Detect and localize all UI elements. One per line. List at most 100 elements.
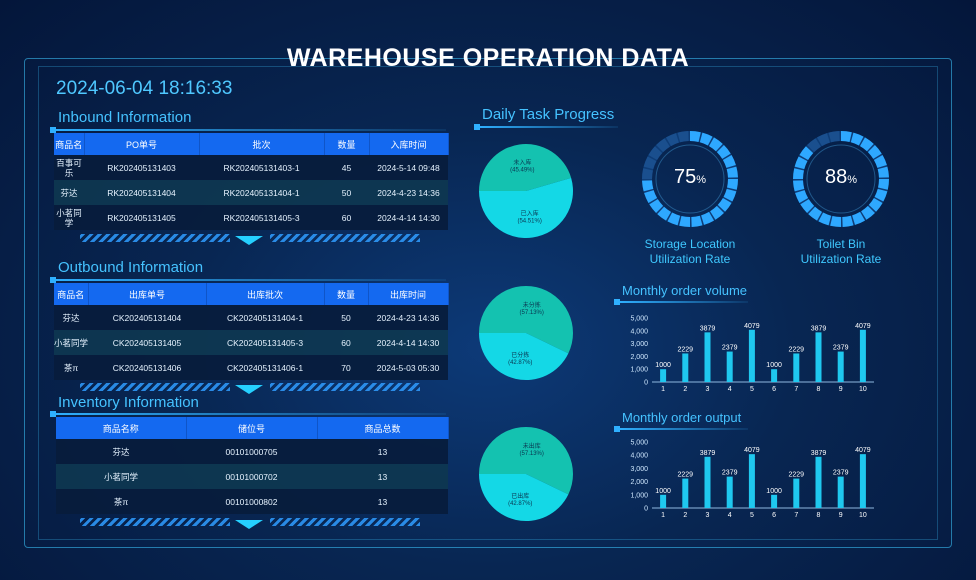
pie-slice-percent: (42.87%) [508,501,532,507]
inbound-underline [50,127,446,133]
ring-segment [677,131,689,143]
table-cell: 2024-4-23 14:36 [368,305,448,330]
inbound-title: Inbound Information [58,109,192,126]
inbound-col-header: 商品名 [54,133,85,155]
inventory-expand-icon[interactable] [235,520,263,529]
ring-segment [842,215,854,227]
storage-utilization-ring [642,131,738,227]
outbound-stripe-decor [80,383,230,391]
bar [815,332,822,382]
ring-segment [851,211,865,225]
pie-slice-label: 已分拣 [511,351,529,359]
x-tick-label: 1 [661,386,665,393]
inbound-col-header: 入库时间 [369,133,449,155]
table-cell: 茶π [56,489,186,514]
y-tick-label: 5,000 [630,316,648,323]
bar-data-label: 2379 [833,470,849,477]
table-cell: 70 [324,355,368,380]
x-tick-label: 3 [706,386,710,393]
ring-segment [643,156,657,170]
daily-task-underline [474,124,618,130]
inventory-col-header: 商品名称 [56,417,187,439]
ring-segment [794,156,808,170]
inbound-col-header: 数量 [324,133,370,155]
ring-segment [817,133,831,147]
x-tick-label: 4 [728,512,732,519]
table-cell: RK202405131404 [84,180,199,205]
bar-data-label: 3879 [700,450,716,457]
ring-segment [648,146,663,161]
inbound-header-row: 商品名 PO单号 批次 数量 入库时间 [54,133,449,155]
inventory-title: Inventory Information [58,394,199,411]
ring-segment [877,166,889,178]
bar [793,478,800,508]
bar-data-label: 2229 [678,472,694,479]
outbound-title: Outbound Information [58,259,204,276]
table-cell: 50 [324,305,368,330]
daily-task-pie-sorting: 未分拣(57.13%) 已分拣(42.87%) [479,286,573,380]
x-tick-label: 5 [750,512,754,519]
bar [837,476,844,508]
frame-border [24,58,952,548]
ring-segment [830,215,842,227]
pie-slice-percent: (57.13%) [520,310,544,316]
outbound-expand-icon[interactable] [235,385,263,394]
outbound-underline [50,277,446,283]
bar-data-label: 1000 [655,362,671,369]
x-tick-label: 2 [683,386,687,393]
table-cell: RK202405131405-3 [199,205,324,230]
outbound-header-row: 商品名 出库单号 出库批次 数量 出库时间 [54,283,449,305]
bar-data-label: 3879 [811,325,827,332]
x-tick-label: 7 [794,512,798,519]
inbound-stripe-decor [80,234,230,242]
outbound-col-header: 出库时间 [368,283,449,305]
ring-segment [708,137,723,152]
pie-slice-label: 未入库 [513,158,531,166]
monthly-output-chart: 01,0002,0003,0004,0005,00010001222923879… [630,440,874,519]
table-cell: 60 [324,330,368,355]
ring-segment [867,145,882,159]
pie-slice-label: 已入库 [521,210,539,218]
outbound-col-header: 出库单号 [88,283,207,305]
bar [771,369,778,382]
bar-data-label: 1000 [766,362,782,369]
pie-slice [479,177,573,239]
table-cell: 2024-5-14 09:48 [369,155,448,180]
bar [815,456,822,508]
table-row: 小茗同学 CK202405131405 CK202405131405-3 60 2024… [54,330,448,355]
x-tick-label: 4 [728,386,732,393]
ring-segment [649,199,664,213]
ring-segment [861,205,875,220]
table-row: 芬达 CK202405131404 CK202405131404-1 50 2024-4… [54,305,448,330]
table-cell: 00101000702 [186,464,317,489]
ring-segment [800,199,815,213]
y-tick-label: 2,000 [630,354,648,361]
y-tick-label: 3,000 [630,341,648,348]
table-row: 百事可乐 RK202405131403 RK202405131403-1 45 2024… [54,155,448,180]
table-row: 芬达 RK202405131404 RK202405131404-1 50 2024-4… [54,180,448,205]
table-cell: 00101000705 [186,439,317,464]
ring-segment [667,212,681,226]
pie-slice-label: 未出库 [523,442,541,450]
ring-segment [874,188,888,202]
table-cell: CK202405131404-1 [206,305,324,330]
ring-inner-circle [655,144,725,214]
ring-segment [873,155,887,169]
y-tick-label: 0 [644,506,648,513]
bar [726,476,733,508]
storage-utilization-value: 75% [673,166,707,188]
ring-segment [700,211,714,225]
ring-segment [793,180,805,192]
bar-data-label: 3879 [811,450,827,457]
monthly-output-title: Monthly order output [622,410,742,425]
inbound-expand-icon[interactable] [235,236,263,245]
table-cell: 60 [324,205,369,230]
x-tick-label: 2 [683,512,687,519]
bar [704,456,711,508]
outbound-col-header: 数量 [324,283,369,305]
table-cell: 芬达 [56,439,186,464]
y-tick-label: 1,000 [630,492,648,499]
bar-data-label: 4079 [855,447,871,454]
table-cell: RK202405131405 [84,205,199,230]
bar [859,329,866,382]
